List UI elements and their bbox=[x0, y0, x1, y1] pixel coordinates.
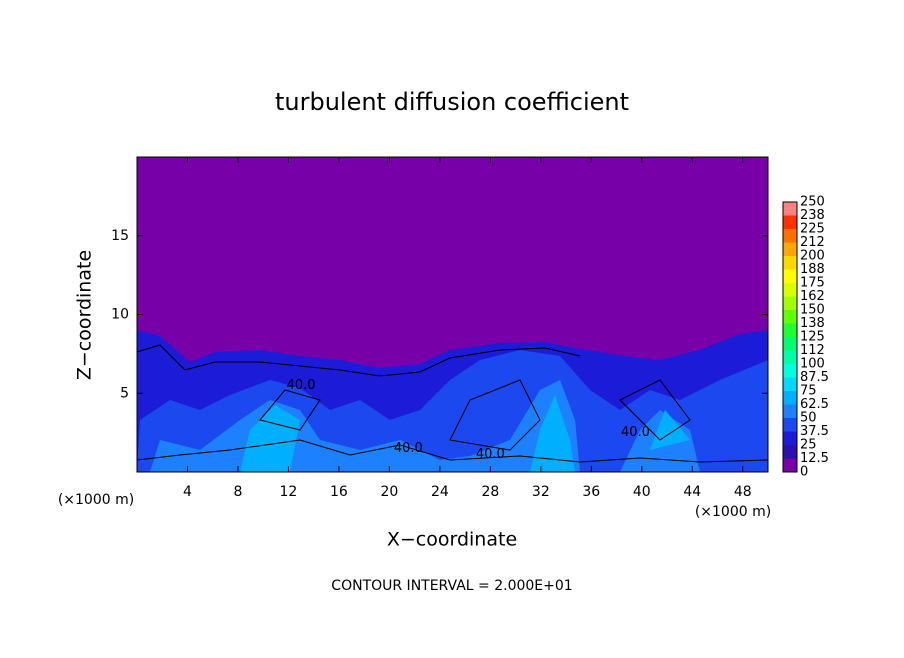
x-axis-label: X−coordinate bbox=[387, 529, 517, 551]
colorbar-band bbox=[783, 418, 797, 432]
footer: CONTOUR INTERVAL = 2.000E+01 bbox=[331, 578, 572, 594]
colorbar-band bbox=[783, 350, 797, 364]
y-tick-label: 5 bbox=[120, 385, 129, 401]
colorbar-label: 188 bbox=[800, 262, 825, 277]
y-tick-label: 10 bbox=[111, 307, 129, 323]
colorbar-band bbox=[783, 310, 797, 324]
colorbar-label: 25 bbox=[800, 438, 817, 453]
x-unit-label: (×1000 m) bbox=[58, 492, 134, 508]
contour-label: 40.0 bbox=[476, 447, 505, 462]
colorbar-band bbox=[783, 337, 797, 351]
colorbar-label: 250 bbox=[800, 195, 825, 210]
colorbar-label: 225 bbox=[800, 222, 825, 237]
x-tick-label: 16 bbox=[330, 484, 348, 500]
contour-label: 40.0 bbox=[394, 441, 423, 456]
colorbar-label: 50 bbox=[800, 411, 817, 426]
colorbar-label: 138 bbox=[800, 316, 825, 331]
colorbar-band bbox=[783, 269, 797, 283]
colorbar-label: 125 bbox=[800, 330, 825, 345]
x-tick-label: 12 bbox=[280, 484, 298, 500]
colorbar-frame bbox=[782, 201, 798, 473]
colorbar-label: 87.5 bbox=[800, 370, 829, 385]
colorbar-band bbox=[783, 431, 797, 445]
x-tick-label: 44 bbox=[683, 484, 701, 500]
colorbar-label: 112 bbox=[800, 343, 825, 358]
colorbar-band bbox=[783, 202, 797, 216]
colorbar-band bbox=[783, 215, 797, 229]
colorbar-band bbox=[783, 256, 797, 270]
y-tick-label: 15 bbox=[111, 228, 129, 244]
colorbar-band bbox=[783, 391, 797, 405]
colorbar-label: 100 bbox=[800, 357, 825, 372]
x-tick-label: 4 bbox=[183, 484, 192, 500]
contour-label: 40.0 bbox=[287, 378, 316, 393]
x-tick-label: 32 bbox=[532, 484, 550, 500]
colorbar-label: 0 bbox=[800, 465, 808, 480]
colorbar-band bbox=[783, 242, 797, 256]
colorbar-band bbox=[783, 323, 797, 337]
colorbar-label: 212 bbox=[800, 235, 825, 250]
colorbar-label: 62.5 bbox=[800, 397, 829, 412]
field bbox=[136, 157, 769, 472]
colorbar-band bbox=[783, 377, 797, 391]
colorbar-label: 162 bbox=[800, 289, 825, 304]
colorbar-label: 238 bbox=[800, 208, 825, 223]
x-tick-label: 20 bbox=[380, 484, 398, 500]
chart-title: turbulent diffusion coefficient bbox=[275, 88, 629, 116]
x-tick-label: 28 bbox=[481, 484, 499, 500]
colorbar-band bbox=[783, 229, 797, 243]
colorbar-label: 75 bbox=[800, 384, 817, 399]
colorbar-label: 175 bbox=[800, 276, 825, 291]
contour-label: 40.0 bbox=[621, 425, 650, 440]
x-tick-label: 36 bbox=[582, 484, 600, 500]
x-tick-label: 8 bbox=[233, 484, 242, 500]
colorbar-label: 37.5 bbox=[800, 424, 829, 439]
colorbar-band bbox=[783, 458, 797, 472]
colorbar-band bbox=[783, 296, 797, 310]
x-unit-label: (×1000 m) bbox=[695, 504, 771, 520]
colorbar-band bbox=[783, 445, 797, 459]
colorbar-band bbox=[783, 364, 797, 378]
colorbar-label: 200 bbox=[800, 249, 825, 264]
colorbar-band bbox=[783, 283, 797, 297]
y-axis-label: Z−coordinate bbox=[74, 250, 96, 380]
x-tick-label: 40 bbox=[633, 484, 651, 500]
x-tick-label: 48 bbox=[734, 484, 752, 500]
x-tick-label: 24 bbox=[431, 484, 449, 500]
colorbar-band bbox=[783, 404, 797, 418]
colorbar-label: 150 bbox=[800, 303, 825, 318]
colorbar-label: 12.5 bbox=[800, 451, 829, 466]
